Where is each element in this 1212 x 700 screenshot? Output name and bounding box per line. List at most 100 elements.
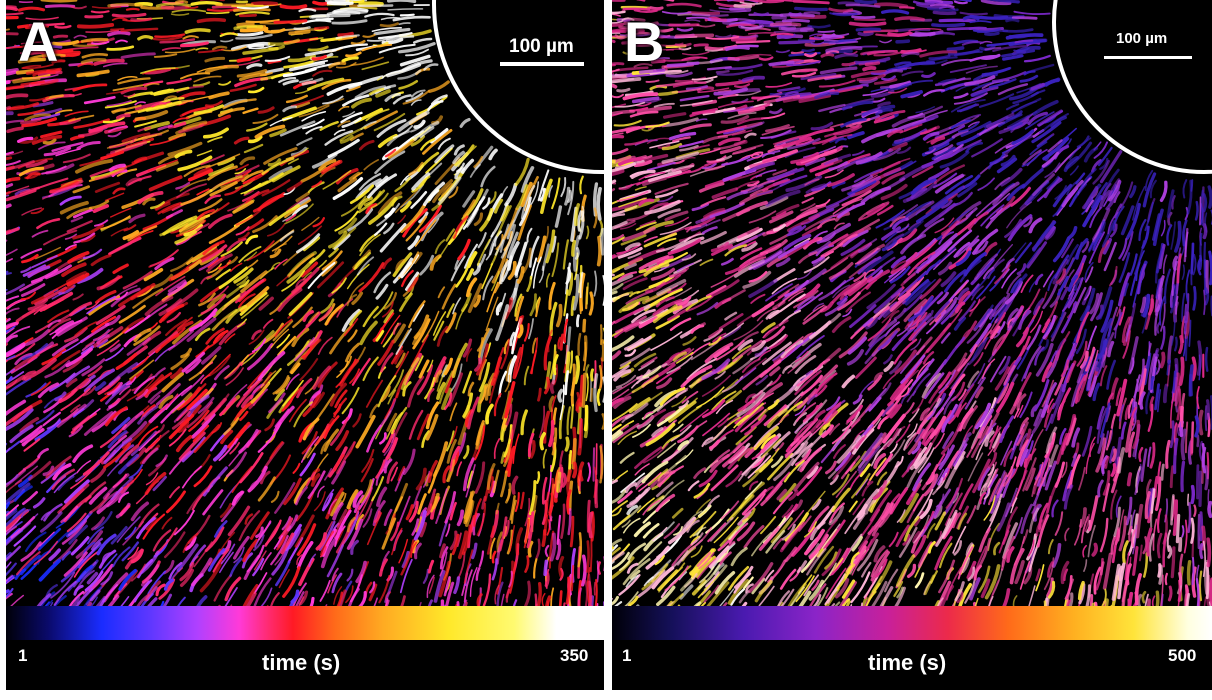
cell-track	[385, 35, 415, 43]
cell-track	[182, 532, 199, 553]
cell-track	[288, 398, 307, 423]
cell-track	[668, 131, 697, 141]
cell-track	[1046, 577, 1054, 598]
cell-track	[33, 540, 59, 566]
cell-track	[148, 434, 162, 448]
cell-track	[271, 165, 301, 183]
cell-track	[523, 322, 530, 342]
cell-track	[954, 281, 968, 296]
cell-track	[6, 334, 18, 343]
cell-track	[6, 203, 12, 209]
cell-track	[77, 62, 94, 68]
cell-track	[1056, 331, 1071, 361]
cell-track	[1022, 149, 1042, 166]
cell-track	[638, 198, 655, 207]
cell-track	[20, 283, 46, 297]
cell-track	[612, 220, 628, 231]
cell-track	[309, 37, 324, 41]
cell-track	[462, 190, 476, 208]
cell-track	[551, 242, 560, 278]
cell-track	[1001, 468, 1016, 498]
cell-track	[621, 519, 631, 528]
cell-track	[282, 79, 299, 86]
cell-track	[577, 210, 583, 232]
cell-track	[875, 209, 905, 229]
cell-track	[379, 22, 400, 28]
cell-track	[168, 329, 195, 351]
cell-track	[889, 378, 909, 401]
cell-track	[1002, 54, 1024, 61]
cell-track	[94, 167, 127, 181]
cell-track	[442, 465, 451, 484]
cell-track	[274, 408, 290, 428]
cell-track	[155, 583, 166, 597]
cell-track	[61, 262, 87, 278]
cell-track	[903, 298, 928, 323]
cell-track	[1204, 287, 1210, 306]
cell-track	[633, 63, 653, 68]
cell-track	[1064, 574, 1073, 600]
cell-track	[43, 229, 78, 246]
cell-track	[698, 469, 718, 488]
cell-track	[938, 559, 956, 594]
cell-track	[218, 438, 239, 462]
cell-track	[282, 105, 297, 113]
cell-track	[987, 452, 998, 469]
cell-track	[350, 56, 384, 67]
cell-track	[1012, 595, 1018, 606]
cell-track	[363, 110, 398, 130]
cell-track	[821, 548, 842, 577]
cell-track	[225, 367, 244, 386]
cell-track	[933, 164, 966, 185]
cell-track	[143, 82, 160, 88]
cell-track	[383, 508, 393, 527]
cell-track	[346, 516, 356, 533]
cell-track	[776, 488, 788, 501]
cell-track	[6, 229, 12, 234]
cell-track	[1125, 563, 1132, 586]
cell-track	[760, 435, 779, 453]
cell-track	[384, 148, 397, 158]
cell-track	[192, 424, 210, 443]
cell-track	[777, 283, 800, 299]
cell-track	[476, 593, 483, 606]
cell-track	[204, 64, 239, 74]
cell-track	[363, 190, 382, 207]
cell-track	[627, 252, 642, 260]
cell-track	[873, 78, 898, 85]
cell-track	[1060, 301, 1078, 334]
cell-track	[580, 554, 587, 587]
cell-track	[650, 59, 666, 64]
cell-track	[294, 514, 315, 548]
cell-track	[449, 402, 458, 422]
cell-track	[1191, 356, 1197, 382]
cell-track	[399, 54, 431, 67]
cell-track	[566, 406, 571, 436]
cell-track	[260, 71, 291, 81]
cell-track	[193, 541, 213, 568]
cell-track	[338, 105, 350, 112]
cell-track	[117, 453, 140, 475]
cell-track	[524, 580, 531, 606]
cell-track	[649, 140, 680, 149]
cell-track	[270, 535, 289, 566]
cell-track	[650, 331, 683, 351]
cell-track	[1160, 574, 1164, 606]
cell-track	[917, 447, 935, 474]
cell-track	[257, 422, 282, 453]
cell-track	[654, 554, 665, 566]
cell-track	[790, 151, 820, 164]
cell-track	[419, 521, 428, 538]
cell-track	[887, 87, 908, 94]
cell-track	[85, 300, 100, 310]
cell-track	[624, 349, 637, 357]
cell-track	[613, 369, 632, 382]
cell-track	[435, 488, 448, 524]
cell-track	[1159, 295, 1166, 326]
cell-track	[527, 432, 535, 458]
cell-track	[581, 372, 587, 408]
cell-track	[251, 338, 267, 353]
cell-track	[811, 498, 822, 511]
cell-track	[86, 571, 99, 585]
cell-track	[701, 135, 728, 144]
